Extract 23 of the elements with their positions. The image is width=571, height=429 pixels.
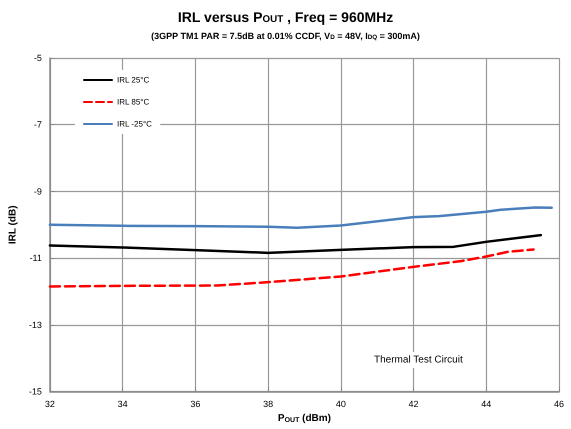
y-axis-title: IRL (dB)	[8, 205, 18, 244]
y-tick-label: -15	[28, 386, 42, 397]
x-tick-label: 38	[263, 399, 274, 410]
x-tick-label: 46	[554, 399, 564, 410]
line-series	[48, 206, 553, 230]
x-tick-label: 40	[336, 399, 346, 410]
x-tick-label: 36	[190, 399, 200, 410]
y-tick-label: -11	[30, 253, 42, 264]
annotation: Thermal Test Circuit	[374, 354, 463, 366]
legend-label: IRL 25°C	[117, 76, 150, 84]
y-tick-label: -13	[28, 320, 42, 330]
x-tick-label: 44	[481, 399, 492, 410]
y-tick-label: -7	[34, 120, 42, 130]
x-tick-label: 34	[118, 399, 128, 410]
line-series	[48, 248, 535, 288]
x-tick-label: 42	[408, 399, 419, 410]
x-tick-label: 32	[44, 399, 55, 410]
legend-label: IRL -25°C	[117, 120, 152, 128]
legend-label: IRL 85°C	[117, 98, 150, 106]
line-series	[48, 234, 542, 254]
chart-title: IRL versus POUT , Freq = 960MHz	[178, 8, 394, 26]
y-tick-label: -5	[34, 53, 42, 63]
y-tick-label: -9	[34, 186, 42, 196]
